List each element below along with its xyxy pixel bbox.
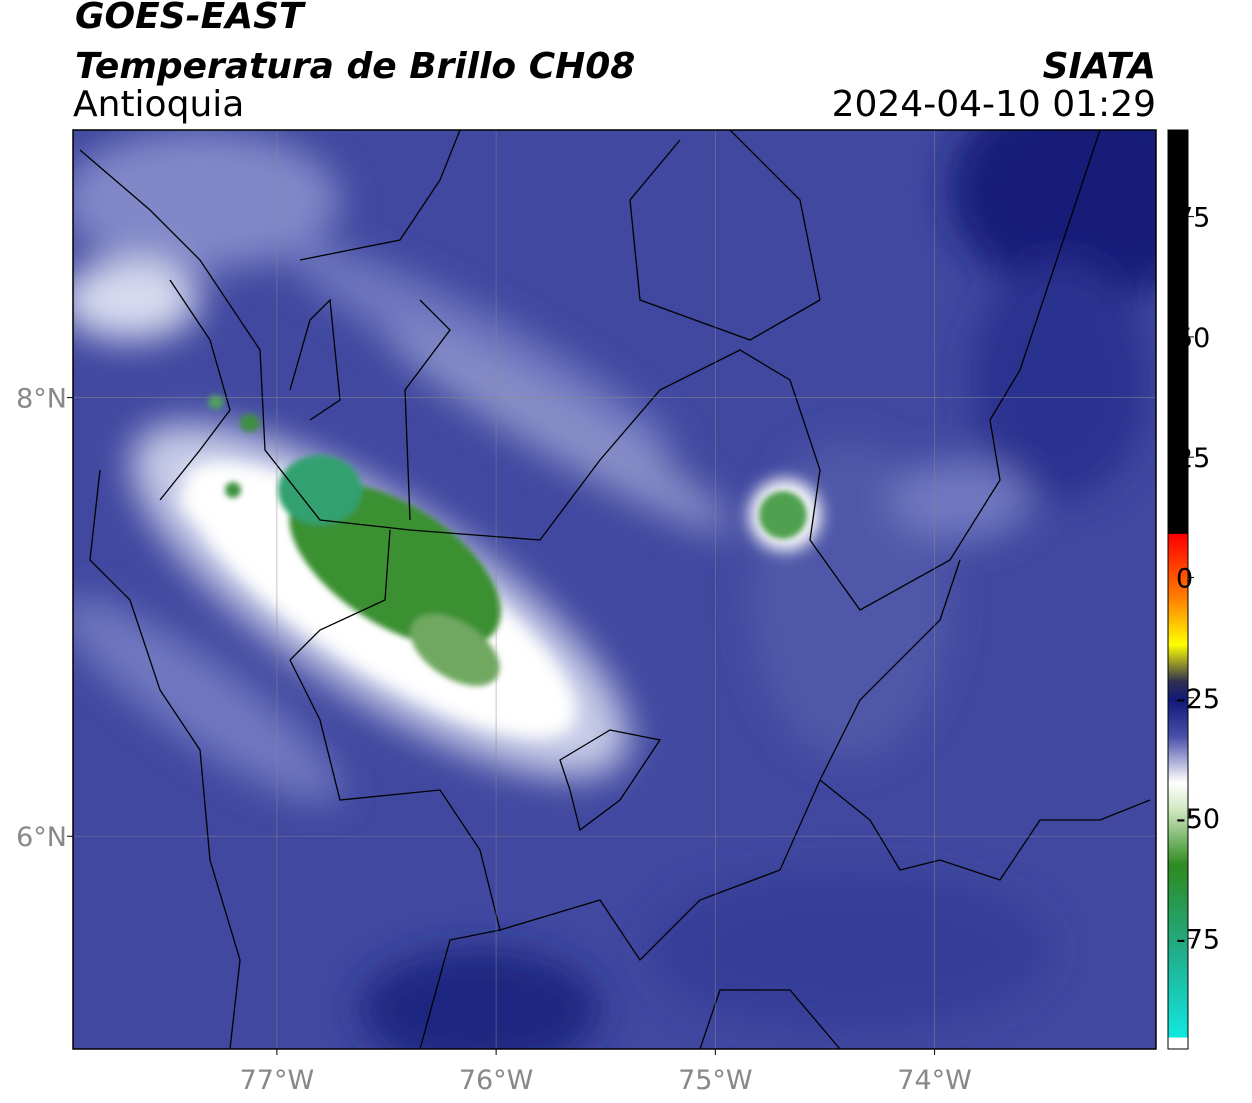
datetime: 2024-04-10 01:29	[832, 84, 1156, 125]
map-frame	[72, 129, 1157, 1050]
x-tick-label: 77°W	[240, 1065, 315, 1096]
region: Antioquia	[73, 84, 244, 125]
colorbar-tick-label: -50	[1176, 804, 1220, 835]
y-tick-label: 8°N	[16, 384, 67, 415]
colorbar-tick-label: -25	[1176, 684, 1220, 715]
title: GOES-EAST	[75, 0, 306, 37]
y-tick-label: 6°N	[16, 822, 67, 853]
colorbar-tick-label: 25	[1176, 443, 1210, 474]
map-image	[73, 130, 1156, 1049]
colorbar-tick-label: -75	[1176, 924, 1220, 955]
x-tick-label: 74°W	[897, 1065, 972, 1096]
colorbar-tick-label: 75	[1176, 203, 1210, 234]
x-tick-label: 76°W	[459, 1065, 534, 1096]
colorbar-tick-label: 0	[1176, 563, 1193, 594]
colorbar	[1167, 129, 1189, 1050]
colorbar-tick-label: 50	[1176, 323, 1210, 354]
x-tick-label: 75°W	[678, 1065, 753, 1096]
subtitle: Temperatura de Brillo CH08	[75, 46, 635, 87]
source: SIATA	[1043, 46, 1156, 87]
